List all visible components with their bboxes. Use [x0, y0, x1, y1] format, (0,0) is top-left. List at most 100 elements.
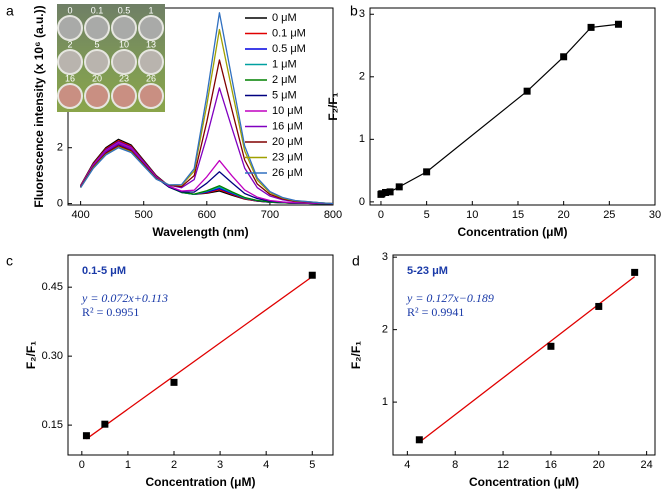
x-axis-label: Wavelength (nm): [152, 225, 248, 239]
x-tick-label: 500: [135, 209, 153, 221]
legend-label: 0 μM: [272, 12, 297, 24]
y-tick-label: 3: [359, 8, 365, 20]
annotation: 0.1-5 μM: [82, 265, 126, 277]
data-point: [382, 188, 390, 196]
data-point: [308, 271, 316, 279]
x-tick-label: 12: [497, 459, 509, 471]
x-tick-label: 30: [649, 209, 661, 221]
x-axis-label: Concentration (μM): [458, 225, 568, 239]
y-tick-label: 0: [359, 196, 365, 208]
plot-frame: [67, 254, 334, 456]
well-label: 0.1: [91, 5, 104, 15]
well: [138, 49, 164, 75]
x-tick-label: 5: [309, 459, 315, 471]
data-point: [631, 268, 639, 276]
x-tick-label: 0: [378, 209, 384, 221]
well: [57, 83, 83, 109]
well: [111, 49, 137, 75]
data-point: [170, 378, 178, 386]
data-point: [395, 183, 403, 191]
data-point: [560, 53, 568, 61]
well-label: 26: [146, 73, 156, 83]
spectrum-line: [80, 141, 334, 205]
legend-label: 26 μM: [272, 167, 303, 179]
x-tick-label: 20: [558, 209, 570, 221]
annotation: y = 0.072x+0.113: [81, 291, 168, 305]
well: [138, 15, 164, 41]
well-label: 10: [119, 39, 129, 49]
well: [84, 83, 110, 109]
x-axis-label: Concentration (μM): [146, 475, 256, 489]
data-point: [587, 23, 595, 31]
x-tick-label: 4: [404, 459, 410, 471]
y-tick-label: 0.45: [42, 281, 63, 293]
well: [57, 15, 83, 41]
y-axis-label: F₂/F₁: [326, 92, 340, 120]
well: [111, 15, 137, 41]
data-point: [386, 188, 394, 196]
data-point: [595, 302, 603, 310]
x-tick-label: 24: [641, 459, 653, 471]
x-tick-label: 8: [452, 459, 458, 471]
plot-frame: [392, 254, 656, 456]
inset-photo: 0 0.1 0.5 1 2 5 10 13 16 20 23 26: [57, 4, 165, 112]
y-tick-label: 0.30: [42, 350, 63, 362]
data-point: [378, 190, 386, 198]
y-tick-label: 2: [382, 324, 388, 336]
x-tick-label: 800: [324, 209, 342, 221]
panel-label: a: [6, 3, 14, 19]
panel-label: b: [350, 3, 358, 19]
legend-label: 2 μM: [272, 74, 297, 86]
well: [111, 83, 137, 109]
legend-label: 0.1 μM: [272, 27, 306, 39]
x-tick-label: 3: [217, 459, 223, 471]
x-tick-label: 5: [424, 209, 430, 221]
legend-label: 1 μM: [272, 58, 297, 70]
x-tick-label: 25: [603, 209, 615, 221]
legend-label: 5 μM: [272, 89, 297, 101]
data-point: [547, 342, 555, 350]
x-tick-label: 0: [79, 459, 85, 471]
well-label: 0.5: [118, 5, 131, 15]
spectrum-line: [80, 12, 334, 205]
y-tick-label: 1: [382, 396, 388, 408]
panel-label: c: [6, 253, 13, 269]
legend-label: 23 μM: [272, 151, 303, 163]
annotation: 5-23 μM: [407, 265, 448, 277]
y-tick-label: 1: [359, 133, 365, 145]
x-tick-label: 1: [125, 459, 131, 471]
panel-label: d: [352, 253, 360, 269]
annotation: R² = 0.9951: [82, 305, 139, 319]
plot-frame: [369, 7, 656, 206]
data-point: [101, 420, 109, 428]
x-tick-label: 600: [198, 209, 216, 221]
x-tick-label: 16: [545, 459, 557, 471]
legend-label: 20 μM: [272, 136, 303, 148]
y-tick-label: 3: [382, 251, 388, 263]
well-label: 1: [148, 5, 153, 15]
legend-label: 16 μM: [272, 120, 303, 132]
y-axis-label: Fluorescence intensity (x 10⁶ (a.u.)): [32, 5, 46, 207]
legend-label: 10 μM: [272, 105, 303, 117]
well-label: 2: [67, 39, 72, 49]
well-label: 16: [65, 73, 75, 83]
x-tick-label: 10: [466, 209, 478, 221]
well-label: 0: [67, 5, 72, 15]
well-label: 13: [146, 39, 156, 49]
y-axis-label: F₂/F₁: [349, 341, 363, 369]
legend-label: 0.5 μM: [272, 43, 306, 55]
x-tick-label: 15: [512, 209, 524, 221]
x-axis-label: Concentration (μM): [469, 475, 579, 489]
x-tick-label: 400: [71, 209, 89, 221]
data-point: [523, 87, 531, 95]
well-label: 20: [92, 73, 102, 83]
y-tick-label: 2: [57, 142, 63, 154]
y-tick-label: 0.15: [42, 419, 63, 431]
annotation: R² = 0.9941: [407, 305, 464, 319]
well: [84, 15, 110, 41]
x-tick-label: 2: [171, 459, 177, 471]
x-tick-label: 4: [263, 459, 269, 471]
data-point: [423, 168, 431, 176]
y-tick-label: 0: [57, 198, 63, 210]
